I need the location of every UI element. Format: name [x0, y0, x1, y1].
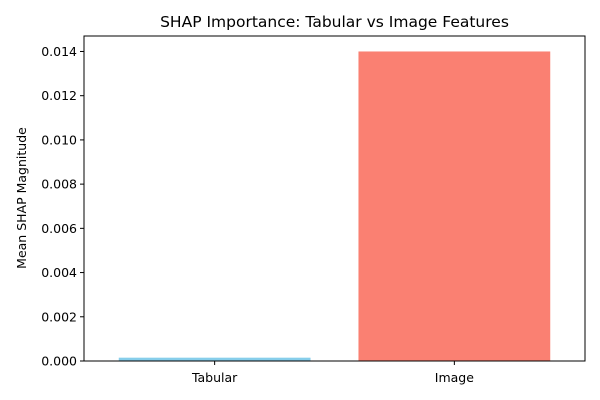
- y-tick-label: 0.010: [41, 132, 77, 147]
- x-tick-label-image: Image: [435, 370, 474, 385]
- plot-frame: [83, 35, 586, 362]
- y-tick-label: 0.002: [41, 309, 77, 324]
- y-tick-label: 0.012: [41, 88, 77, 103]
- chart-title: SHAP Importance: Tabular vs Image Featur…: [160, 13, 509, 31]
- bar-image: [358, 51, 551, 361]
- y-tick-label: 0.014: [41, 44, 77, 59]
- y-axis-label: Mean SHAP Magnitude: [14, 127, 29, 269]
- y-tick-label: 0.008: [41, 177, 77, 192]
- y-tick-label: 0.006: [41, 221, 77, 236]
- bar-tabular: [118, 357, 311, 361]
- x-tick-label-tabular: Tabular: [191, 370, 238, 385]
- y-axis-ticks: 0.000 0.002 0.004 0.006 0.008 0.010 0.012 0.014: [41, 44, 84, 369]
- x-axis-ticks: Tabular Image: [191, 361, 474, 385]
- y-tick-label: 0.000: [41, 354, 77, 369]
- bars-layer: [118, 51, 551, 361]
- y-tick-label: 0.004: [41, 265, 77, 280]
